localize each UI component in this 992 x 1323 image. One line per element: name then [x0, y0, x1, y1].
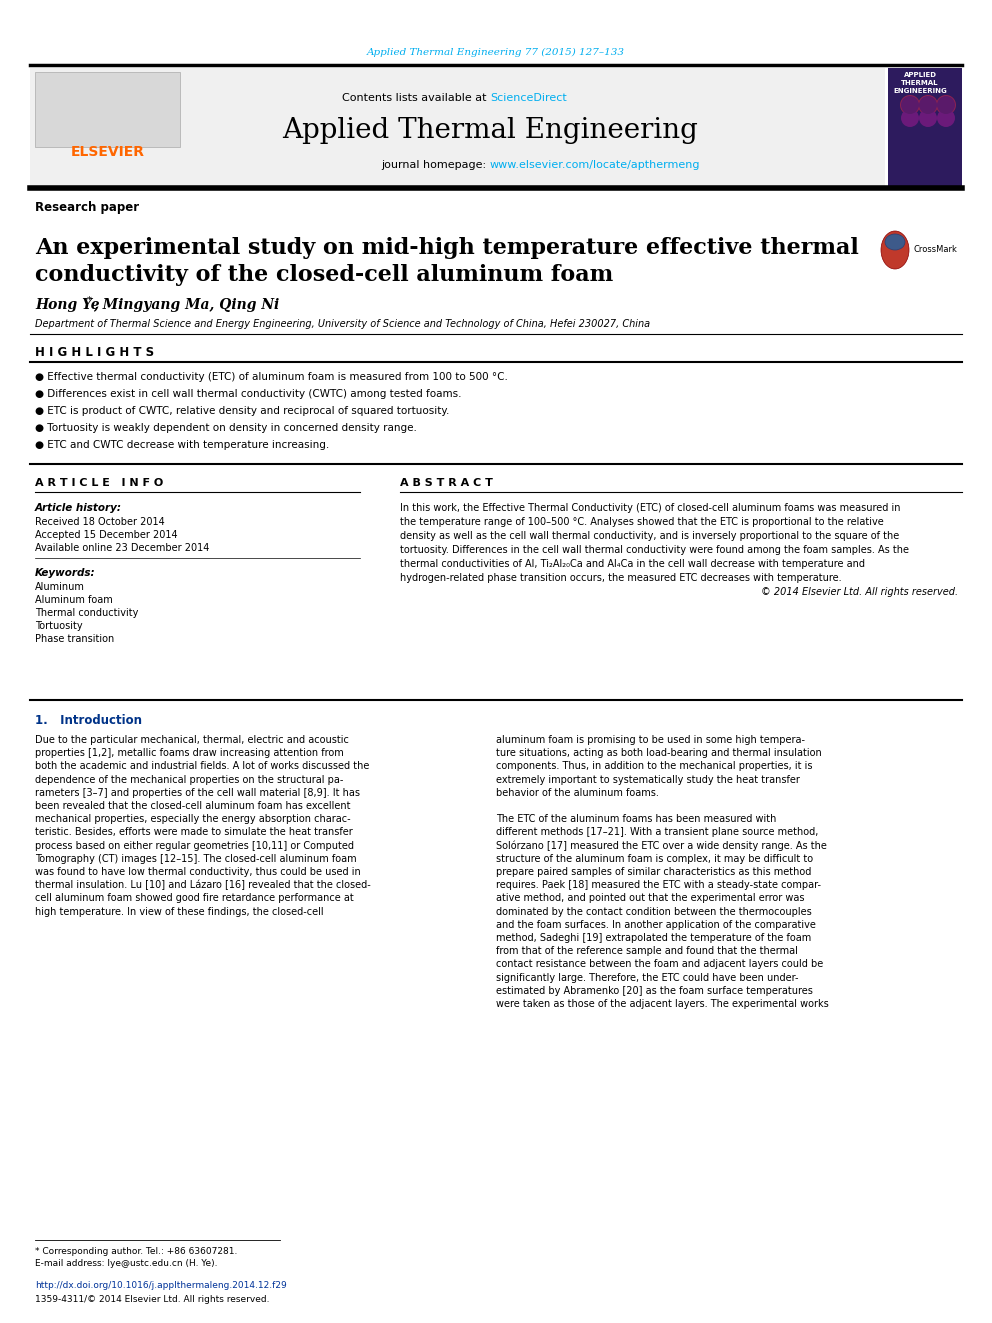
Text: requires. Paek [18] measured the ETC with a steady-state compar-: requires. Paek [18] measured the ETC wit…: [496, 880, 821, 890]
Text: thermal insulation. Lu [10] and Lázaro [16] revealed that the closed-: thermal insulation. Lu [10] and Lázaro […: [35, 880, 371, 890]
Text: ● Tortuosity is weakly dependent on density in concerned density range.: ● Tortuosity is weakly dependent on dens…: [35, 423, 417, 433]
Text: rameters [3–7] and properties of the cell wall material [8,9]. It has: rameters [3–7] and properties of the cel…: [35, 787, 360, 798]
Text: Applied Thermal Engineering 77 (2015) 127–133: Applied Thermal Engineering 77 (2015) 12…: [367, 48, 625, 57]
Text: Keywords:: Keywords:: [35, 568, 95, 578]
Text: extremely important to systematically study the heat transfer: extremely important to systematically st…: [496, 774, 800, 785]
Text: both the academic and industrial fields. A lot of works discussed the: both the academic and industrial fields.…: [35, 762, 369, 771]
Bar: [30, 67, 215, 187]
Text: cell aluminum foam showed good fire retardance performance at: cell aluminum foam showed good fire reta…: [35, 893, 354, 904]
Text: Received 18 October 2014: Received 18 October 2014: [35, 517, 165, 527]
Circle shape: [918, 95, 938, 115]
Text: ELSEVIER: ELSEVIER: [71, 146, 145, 159]
Text: high temperature. In view of these findings, the closed-cell: high temperature. In view of these findi…: [35, 906, 323, 917]
Text: Applied Thermal Engineering: Applied Thermal Engineering: [282, 116, 698, 143]
Bar: [888, 67, 962, 187]
Text: was found to have low thermal conductivity, thus could be used in: was found to have low thermal conductivi…: [35, 867, 361, 877]
Text: contact resistance between the foam and adjacent layers could be: contact resistance between the foam and …: [496, 959, 823, 970]
Text: Thermal conductivity: Thermal conductivity: [35, 609, 138, 618]
Circle shape: [936, 95, 956, 115]
Text: Contents lists available at: Contents lists available at: [342, 93, 490, 103]
Text: www.elsevier.com/locate/apthermeng: www.elsevier.com/locate/apthermeng: [490, 160, 700, 169]
Text: In this work, the Effective Thermal Conductivity (ETC) of closed-cell aluminum f: In this work, the Effective Thermal Cond…: [400, 503, 901, 513]
Text: Research paper: Research paper: [35, 201, 139, 213]
Text: http://dx.doi.org/10.1016/j.applthermaleng.2014.12.f29: http://dx.doi.org/10.1016/j.applthermale…: [35, 1282, 287, 1290]
Text: density as well as the cell wall thermal conductivity, and is inversely proporti: density as well as the cell wall thermal…: [400, 531, 900, 541]
Text: 1.   Introduction: 1. Introduction: [35, 713, 142, 726]
Text: mechanical properties, especially the energy absorption charac-: mechanical properties, especially the en…: [35, 814, 350, 824]
Text: from that of the reference sample and found that the thermal: from that of the reference sample and fo…: [496, 946, 798, 957]
Circle shape: [901, 97, 919, 114]
Text: teristic. Besides, efforts were made to simulate the heat transfer: teristic. Besides, efforts were made to …: [35, 827, 353, 837]
Text: hydrogen-related phase transition occurs, the measured ETC decreases with temper: hydrogen-related phase transition occurs…: [400, 573, 841, 583]
Text: Due to the particular mechanical, thermal, electric and acoustic: Due to the particular mechanical, therma…: [35, 736, 349, 745]
Text: Tortuosity: Tortuosity: [35, 620, 82, 631]
Circle shape: [901, 108, 919, 127]
Circle shape: [937, 97, 955, 114]
Text: The ETC of the aluminum foams has been measured with: The ETC of the aluminum foams has been m…: [496, 814, 777, 824]
Text: 1359-4311/© 2014 Elsevier Ltd. All rights reserved.: 1359-4311/© 2014 Elsevier Ltd. All right…: [35, 1295, 270, 1304]
Text: dependence of the mechanical properties on the structural pa-: dependence of the mechanical properties …: [35, 774, 343, 785]
Text: were taken as those of the adjacent layers. The experimental works: were taken as those of the adjacent laye…: [496, 999, 828, 1009]
Text: significantly large. Therefore, the ETC could have been under-: significantly large. Therefore, the ETC …: [496, 972, 799, 983]
Text: dominated by the contact condition between the thermocouples: dominated by the contact condition betwe…: [496, 906, 811, 917]
Text: aluminum foam is promising to be used in some high tempera-: aluminum foam is promising to be used in…: [496, 736, 805, 745]
Text: Aluminum foam: Aluminum foam: [35, 595, 113, 605]
Text: Available online 23 December 2014: Available online 23 December 2014: [35, 542, 209, 553]
Text: journal homepage:: journal homepage:: [381, 160, 490, 169]
Text: An experimental study on mid-high temperature effective thermal: An experimental study on mid-high temper…: [35, 237, 859, 259]
Text: different methods [17–21]. With a transient plane source method,: different methods [17–21]. With a transi…: [496, 827, 818, 837]
Text: , Mingyang Ma, Qing Ni: , Mingyang Ma, Qing Ni: [93, 298, 280, 312]
Text: * Corresponding author. Tel.: +86 63607281.: * Corresponding author. Tel.: +86 636072…: [35, 1248, 237, 1257]
Text: Department of Thermal Science and Energy Engineering, University of Science and : Department of Thermal Science and Energy…: [35, 319, 650, 329]
Text: thermal conductivities of Al, Ti₂Al₂₀Ca and Al₄Ca in the cell wall decrease with: thermal conductivities of Al, Ti₂Al₂₀Ca …: [400, 560, 865, 569]
Text: Phase transition: Phase transition: [35, 634, 114, 644]
Text: the temperature range of 100–500 °C. Analyses showed that the ETC is proportiona: the temperature range of 100–500 °C. Ana…: [400, 517, 884, 527]
Text: Hong Ye: Hong Ye: [35, 298, 99, 312]
Text: *: *: [87, 295, 92, 304]
Text: conductivity of the closed-cell aluminum foam: conductivity of the closed-cell aluminum…: [35, 265, 613, 286]
Text: ● Differences exist in cell wall thermal conductivity (CWTC) among tested foams.: ● Differences exist in cell wall thermal…: [35, 389, 461, 400]
Text: estimated by Abramenko [20] as the foam surface temperatures: estimated by Abramenko [20] as the foam …: [496, 986, 812, 996]
Text: ● Effective thermal conductivity (ETC) of aluminum foam is measured from 100 to : ● Effective thermal conductivity (ETC) o…: [35, 372, 508, 382]
Bar: [35, 71, 180, 147]
Text: APPLIED
THERMAL
ENGINEERING: APPLIED THERMAL ENGINEERING: [893, 71, 947, 94]
Circle shape: [900, 95, 920, 115]
Circle shape: [919, 97, 937, 114]
Text: ScienceDirect: ScienceDirect: [490, 93, 566, 103]
Text: been revealed that the closed-cell aluminum foam has excellent: been revealed that the closed-cell alumi…: [35, 800, 350, 811]
Text: tortuosity. Differences in the cell wall thermal conductivity were found among t: tortuosity. Differences in the cell wall…: [400, 545, 909, 556]
Text: ture situations, acting as both load-bearing and thermal insulation: ture situations, acting as both load-bea…: [496, 749, 821, 758]
Text: process based on either regular geometries [10,11] or Computed: process based on either regular geometri…: [35, 840, 354, 851]
Text: Solórzano [17] measured the ETC over a wide density range. As the: Solórzano [17] measured the ETC over a w…: [496, 840, 827, 851]
Text: Aluminum: Aluminum: [35, 582, 85, 591]
Text: A B S T R A C T: A B S T R A C T: [400, 478, 493, 488]
Text: Accepted 15 December 2014: Accepted 15 December 2014: [35, 531, 178, 540]
Text: CrossMark: CrossMark: [913, 246, 957, 254]
Text: ative method, and pointed out that the experimental error was: ative method, and pointed out that the e…: [496, 893, 805, 904]
Text: prepare paired samples of similar characteristics as this method: prepare paired samples of similar charac…: [496, 867, 811, 877]
Text: H I G H L I G H T S: H I G H L I G H T S: [35, 345, 154, 359]
Text: E-mail address: lye@ustc.edu.cn (H. Ye).: E-mail address: lye@ustc.edu.cn (H. Ye).: [35, 1259, 217, 1269]
Text: A R T I C L E   I N F O: A R T I C L E I N F O: [35, 478, 164, 488]
Text: structure of the aluminum foam is complex, it may be difficult to: structure of the aluminum foam is comple…: [496, 853, 813, 864]
Text: properties [1,2], metallic foams draw increasing attention from: properties [1,2], metallic foams draw in…: [35, 749, 344, 758]
Bar: [30, 67, 885, 187]
Text: ● ETC is product of CWTC, relative density and reciprocal of squared tortuosity.: ● ETC is product of CWTC, relative densi…: [35, 406, 449, 415]
Ellipse shape: [885, 234, 905, 250]
Text: ● ETC and CWTC decrease with temperature increasing.: ● ETC and CWTC decrease with temperature…: [35, 441, 329, 450]
Text: Article history:: Article history:: [35, 503, 122, 513]
Text: and the foam surfaces. In another application of the comparative: and the foam surfaces. In another applic…: [496, 919, 815, 930]
Text: method, Sadeghi [19] extrapolated the temperature of the foam: method, Sadeghi [19] extrapolated the te…: [496, 933, 811, 943]
Ellipse shape: [881, 232, 909, 269]
Circle shape: [919, 108, 937, 127]
Text: © 2014 Elsevier Ltd. All rights reserved.: © 2014 Elsevier Ltd. All rights reserved…: [761, 587, 958, 597]
Text: Tomography (CT) images [12–15]. The closed-cell aluminum foam: Tomography (CT) images [12–15]. The clos…: [35, 853, 357, 864]
Text: behavior of the aluminum foams.: behavior of the aluminum foams.: [496, 787, 659, 798]
Text: components. Thus, in addition to the mechanical properties, it is: components. Thus, in addition to the mec…: [496, 762, 812, 771]
Circle shape: [937, 108, 955, 127]
